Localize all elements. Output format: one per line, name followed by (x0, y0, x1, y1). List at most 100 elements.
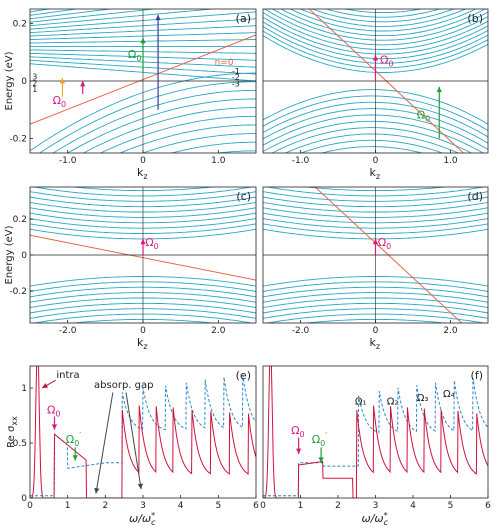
omega0-label: Ω0 (378, 236, 392, 251)
x-tick-label: 1.0 (211, 156, 226, 166)
level-label-left: 2 (32, 79, 37, 88)
x-tick-label: 1 (65, 501, 71, 511)
omega0-label: Ω0 (145, 236, 159, 251)
intra-arrow-head (42, 383, 49, 388)
valence-landau-level (141, 133, 256, 153)
sigma-solid-series (30, 366, 256, 498)
omega-n-label: Ω₂ (387, 397, 399, 408)
plot-area (263, 366, 488, 498)
absorp-gap-arrow (125, 392, 142, 490)
small-transition-arrow-head (59, 78, 66, 84)
y-tick-label: 0.2 (13, 215, 27, 225)
x-tick-label: 0 (140, 156, 146, 166)
absorp-gap-arrow (95, 392, 114, 494)
panel-label: (d) (467, 190, 483, 203)
omega0-prime-label: Ω0′ (417, 106, 433, 123)
panel-label: (f) (471, 369, 483, 382)
omega0-transition-arrow-head (140, 238, 146, 245)
panel-label: (b) (467, 12, 483, 25)
x-tick-label: 0 (27, 501, 33, 511)
conduction-landau-level (30, 9, 80, 16)
x-tick-label: 0 (260, 501, 266, 511)
omega0-label: Ω0 (291, 424, 305, 439)
omega0-marker-arrow-head (51, 424, 58, 430)
n0-label: n=0 (215, 58, 234, 68)
x-axis-label: kz (137, 166, 148, 181)
omega0-transition-arrow-head (372, 238, 379, 245)
valence-landau-level (169, 141, 256, 153)
omega0-prime-label: Ω0′ (66, 431, 82, 448)
plot-area (30, 187, 256, 323)
x-tick-label: 2 (102, 501, 108, 511)
omega0-prime-transition-arrow-head (436, 86, 442, 93)
y-tick-label: -0.2 (9, 287, 27, 297)
omega0-transition-arrow-head (372, 55, 379, 61)
absorp-gap-label: absorp. gap (94, 380, 153, 391)
conduction-landau-level (30, 0, 256, 5)
panel-label: (a) (236, 12, 251, 25)
omega0-label: Ω0 (53, 94, 67, 109)
x-tick-label: 4 (410, 501, 416, 511)
y-axis-label: Re σxx (6, 416, 19, 448)
y-tick-label: 1 (21, 384, 27, 394)
zeroth-landau-level (314, 187, 463, 323)
x-tick-label: 1.0 (443, 156, 458, 166)
x-tick-label: 5 (215, 501, 221, 511)
level-label-right: -2 (232, 73, 240, 82)
x-tick-label: 2 (335, 501, 341, 511)
x-axis-label: kz (137, 336, 148, 351)
x-tick-label: 0 (373, 156, 379, 166)
x-tick-label: 1 (298, 501, 304, 511)
x-axis-label: ω/ω* c (129, 511, 156, 527)
interband-transition-arrow-head (155, 14, 161, 21)
omega0-marker-arrow-head (296, 448, 302, 454)
y-tick-label: 0.2 (13, 19, 27, 29)
sigma-dashed-series (30, 374, 256, 497)
omega-n-label: Ω₃ (417, 393, 429, 404)
omega0-label: Ω0 (380, 54, 394, 69)
x-tick-label: -1.0 (59, 156, 77, 166)
absorp-gap-arrow-head (94, 487, 100, 494)
omega0-prime-marker-arrow-head (72, 455, 78, 461)
level-label-right: -3 (232, 79, 240, 88)
conduction-landau-level (263, 0, 488, 8)
conduction-landau-level (263, 0, 488, 3)
level-label-right: -1 (232, 67, 240, 76)
x-axis-label: kz (370, 336, 381, 351)
x-tick-label: 2.0 (211, 326, 226, 336)
x-tick-label: 4 (178, 501, 184, 511)
x-tick-label: 6 (485, 501, 491, 511)
y-tick-label: 0 (21, 77, 27, 87)
x-tick-label: 0 (140, 326, 146, 336)
x-tick-label: -2.0 (59, 326, 77, 336)
panel-label: (e) (236, 369, 251, 382)
level-label-left: 3 (32, 73, 37, 82)
sigma-dashed-series (263, 377, 488, 497)
y-tick-label: 0.5 (13, 439, 27, 449)
x-axis-label: kz (370, 166, 381, 181)
level-label-left: 1 (32, 85, 37, 94)
omega-n-label: Ω₁ (355, 397, 367, 408)
omega0-prime-transition-arrow-head (140, 37, 146, 44)
x-tick-label: 5 (448, 501, 454, 511)
omega-n-label: Ω₄ (443, 389, 455, 400)
plot-area (263, 0, 488, 153)
x-tick-label: 3 (373, 501, 379, 511)
y-tick-label: -0.2 (9, 135, 27, 145)
x-tick-label: -2.0 (292, 326, 310, 336)
x-tick-label: 3 (140, 501, 146, 511)
y-axis-label: Energy (eV) (4, 51, 15, 110)
omega0-transition-arrow-head (80, 81, 86, 87)
omega0-label: Ω0 (47, 403, 61, 418)
omega0-prime-marker-arrow-head (318, 457, 324, 463)
conduction-landau-level (30, 9, 114, 20)
plot-area (30, 366, 256, 498)
x-tick-label: 6 (253, 501, 259, 511)
intra-label: intra (56, 370, 79, 381)
x-tick-label: 2.0 (443, 326, 458, 336)
conduction-landau-level (30, 0, 256, 8)
y-axis-label: Energy (eV) (4, 225, 15, 284)
omega0-prime-label: Ω0′ (312, 431, 328, 448)
y-tick-label: 0 (21, 494, 27, 504)
